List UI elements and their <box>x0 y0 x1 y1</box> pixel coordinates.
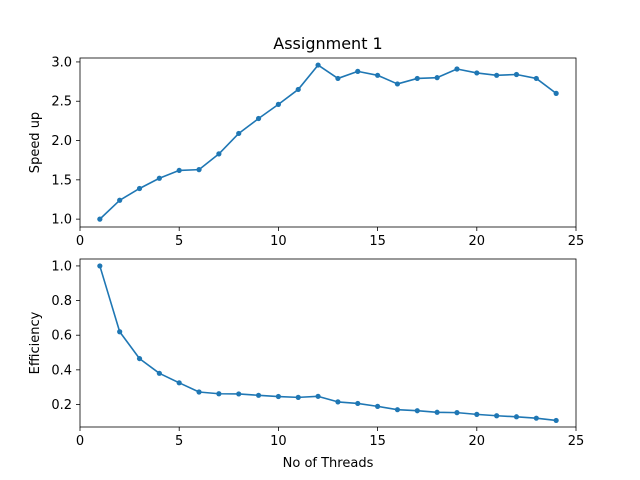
speedup-point <box>295 86 301 93</box>
efficiency-y-axis-label: Efficiency <box>28 311 43 374</box>
efficiency-y-tick-label: 0.6 <box>51 329 72 344</box>
speedup-point <box>454 66 460 72</box>
speedup-y-axis-label: Speed up <box>28 112 43 173</box>
efficiency-x-tick-label: 15 <box>369 434 386 449</box>
speedup-point <box>513 71 520 78</box>
speedup-y-ticks: 1.0 1.5 2.0 2.5 3.0 <box>51 55 80 228</box>
efficiency-point <box>553 417 559 424</box>
speedup-point <box>434 75 440 81</box>
speedup-point <box>553 90 559 96</box>
efficiency-x-tick-label: 5 <box>175 434 183 449</box>
chart-title: Assignment 1 <box>273 34 382 53</box>
efficiency-point <box>474 411 480 417</box>
speedup-x-tick-label: 20 <box>469 234 486 249</box>
speedup-point <box>156 175 162 181</box>
efficiency-point <box>176 380 182 386</box>
efficiency-point <box>414 408 420 414</box>
speedup-point <box>136 185 143 192</box>
efficiency-x-tick-label: 0 <box>76 434 84 449</box>
efficiency-point <box>355 400 361 407</box>
efficiency-x-ticks: 0 5 10 15 20 25 <box>76 427 584 449</box>
efficiency-point <box>236 391 242 397</box>
speedup-y-tick-label: 3.0 <box>51 55 72 70</box>
efficiency-point <box>295 394 301 400</box>
efficiency-point <box>275 393 281 400</box>
speedup-point <box>315 62 321 68</box>
efficiency-x-tick-label: 10 <box>270 434 287 449</box>
efficiency-point <box>533 415 539 421</box>
efficiency-point <box>394 407 401 413</box>
efficiency-point <box>494 413 500 419</box>
efficiency-point <box>216 391 222 397</box>
efficiency-y-ticks: 0.2 0.4 0.6 0.8 1.0 <box>51 259 80 413</box>
efficiency-axes: 0 5 10 15 20 25 0.2 0.4 0.6 0.8 1.0 Efficiency No… <box>28 258 584 471</box>
efficiency-point <box>117 329 123 335</box>
efficiency-point <box>513 414 520 420</box>
speedup-y-tick-label: 1.0 <box>51 213 72 228</box>
speedup-point <box>117 197 123 203</box>
speedup-y-tick-label: 1.5 <box>51 173 72 188</box>
efficiency-x-tick-label: 25 <box>568 434 585 449</box>
efficiency-point <box>335 399 341 405</box>
efficiency-line <box>99 265 557 422</box>
efficiency-point <box>375 403 381 409</box>
speedup-point <box>255 115 262 122</box>
efficiency-x-tick-label: 20 <box>469 434 486 449</box>
speedup-line <box>99 64 557 220</box>
speedup-axes: 0 5 10 15 20 25 1.0 1.5 2.0 2.5 3.0 Speed up <box>28 55 584 249</box>
speedup-point <box>335 75 341 82</box>
speedup-x-tick-label: 10 <box>270 234 287 249</box>
speedup-x-tick-label: 5 <box>175 234 183 249</box>
speedup-point <box>533 75 539 82</box>
speedup-series <box>97 62 559 222</box>
efficiency-y-tick-label: 0.2 <box>51 398 72 413</box>
efficiency-point <box>255 392 262 398</box>
speedup-point <box>275 101 281 107</box>
speedup-x-tick-label: 0 <box>76 234 84 249</box>
speedup-point <box>176 167 182 174</box>
speedup-y-tick-label: 2.0 <box>51 134 72 149</box>
speedup-x-ticks: 0 5 10 15 20 25 <box>76 227 584 249</box>
efficiency-y-tick-label: 1.0 <box>51 259 72 274</box>
efficiency-point <box>434 409 440 415</box>
efficiency-point <box>315 393 321 399</box>
speedup-point <box>97 216 103 222</box>
efficiency-axes-frame <box>79 258 577 428</box>
efficiency-y-tick-label: 0.4 <box>51 363 72 378</box>
speedup-point <box>494 72 500 78</box>
efficiency-point <box>454 410 460 416</box>
speedup-point <box>375 72 381 78</box>
efficiency-point <box>136 355 143 362</box>
speedup-point <box>414 75 420 82</box>
speedup-point <box>196 167 202 173</box>
speedup-x-tick-label: 15 <box>369 234 386 249</box>
speedup-x-tick-label: 25 <box>568 234 585 249</box>
efficiency-point <box>196 389 202 395</box>
speedup-point <box>355 68 361 74</box>
speedup-point <box>394 81 401 87</box>
speedup-y-tick-label: 2.5 <box>51 95 72 110</box>
speedup-point <box>236 130 242 137</box>
efficiency-point <box>97 263 103 269</box>
efficiency-point <box>156 370 162 376</box>
efficiency-y-tick-label: 0.8 <box>51 294 72 309</box>
efficiency-series <box>97 263 559 424</box>
speedup-point <box>216 151 222 157</box>
speedup-point <box>474 70 480 76</box>
speedup-axes-frame <box>79 57 577 228</box>
x-axis-label: No of Threads <box>283 456 374 471</box>
